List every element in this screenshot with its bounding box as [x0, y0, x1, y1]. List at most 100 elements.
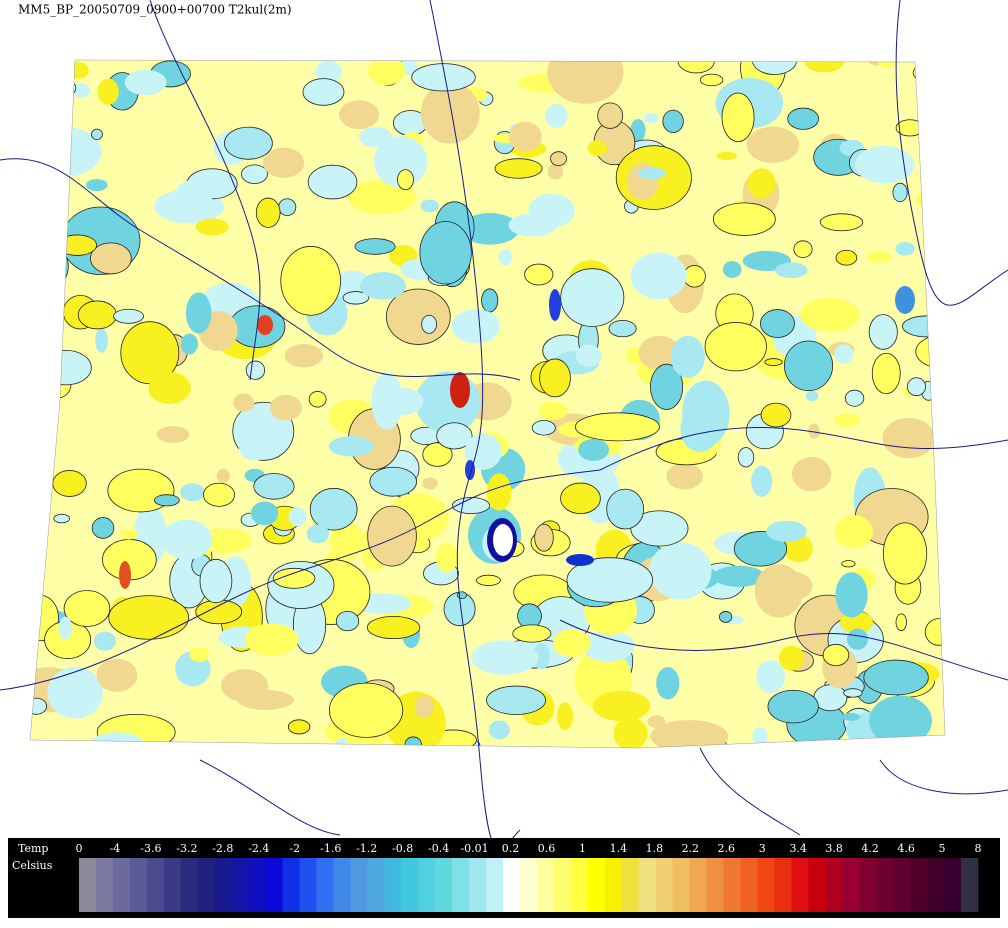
- country-borders: [0, 0, 1008, 850]
- field-blob: [863, 659, 929, 696]
- colorbar-swatch: [401, 858, 419, 912]
- field-blob: [808, 423, 820, 439]
- field-blob: [712, 202, 776, 236]
- field-blob: [508, 121, 542, 152]
- field-blob: [494, 158, 543, 179]
- field-blob: [39, 246, 69, 286]
- colorbar-swatch: [299, 858, 317, 912]
- colorbar-label: -3.2: [176, 842, 197, 855]
- field-blob: [751, 465, 773, 497]
- field-blob: [854, 145, 915, 184]
- field-blob: [613, 717, 648, 748]
- colorbar-swatch: [180, 858, 199, 912]
- colorbar-swatch: [248, 858, 266, 912]
- field-blob: [778, 645, 805, 671]
- field-blob: [113, 308, 144, 324]
- field-blob: [156, 426, 190, 443]
- field-blob: [756, 660, 786, 694]
- colorbar-swatch: [859, 858, 877, 912]
- field-blob: [95, 328, 108, 353]
- field-blob: [638, 335, 681, 370]
- field-blob: [97, 78, 119, 105]
- field-blob: [421, 314, 438, 334]
- field-blob: [411, 63, 476, 92]
- border: [879, 759, 1008, 795]
- field-blob: [819, 213, 864, 232]
- field-blob: [241, 164, 268, 184]
- colorbar-label: -2.4: [248, 842, 269, 855]
- field-blob: [547, 163, 564, 180]
- field-blob: [764, 358, 783, 367]
- field-blob: [250, 501, 279, 526]
- field-blob: [699, 73, 724, 87]
- field-blob: [435, 542, 458, 573]
- field-blob: [369, 466, 417, 497]
- field-blob: [721, 92, 755, 143]
- field-blob: [566, 557, 654, 603]
- field-blob: [347, 179, 416, 215]
- field-blob: [637, 167, 666, 180]
- colorbar-swatch: [774, 858, 792, 912]
- field-blob: [547, 60, 624, 104]
- colorbar-swatch: [944, 858, 962, 912]
- field-blob: [309, 487, 358, 531]
- field-blob: [871, 352, 901, 395]
- field-blob: [180, 333, 199, 355]
- field-blob: [180, 483, 205, 502]
- field-blob: [53, 513, 70, 524]
- field-blob: [280, 246, 341, 316]
- field-blob: [718, 611, 733, 623]
- field-blob: [922, 191, 945, 235]
- field-blob: [841, 560, 856, 568]
- field-blob: [91, 517, 115, 539]
- field-blob: [578, 438, 610, 461]
- field-blob: [524, 263, 554, 286]
- field-blob: [560, 268, 625, 327]
- field-blob: [574, 412, 660, 442]
- border: [429, 0, 521, 850]
- field-blob: [278, 198, 297, 216]
- field-blob: [451, 497, 491, 515]
- field-blob: [58, 149, 70, 159]
- field-extreme: [493, 524, 513, 556]
- colorbar-swatch: [469, 858, 487, 912]
- field-blob: [486, 685, 547, 715]
- field-extreme: [450, 372, 470, 408]
- field-blob: [308, 391, 327, 408]
- field-blob: [550, 151, 567, 167]
- field-blob: [924, 618, 945, 646]
- field-blob: [833, 413, 860, 427]
- colorbar-swatch: [520, 858, 538, 912]
- colorbar-swatch: [129, 858, 148, 912]
- field-blob: [90, 242, 132, 275]
- field-blob: [245, 360, 266, 380]
- temperature-field: [30, 60, 945, 748]
- colorbar-swatch: [961, 858, 979, 912]
- field-blob: [339, 100, 380, 130]
- field-blob: [783, 340, 834, 392]
- field-blob: [272, 567, 316, 589]
- colorbar-swatch: [486, 858, 504, 912]
- field-blob: [835, 572, 868, 618]
- field-blob: [650, 363, 684, 410]
- colorbar-swatch: [333, 858, 351, 912]
- colorbar-swatch: [621, 858, 640, 912]
- field-blob: [404, 736, 422, 748]
- field-blob: [608, 320, 637, 338]
- field-blob: [161, 519, 213, 560]
- colorbar-swatch: [536, 858, 555, 912]
- field-blob: [498, 249, 513, 266]
- colorbar-swatch: [672, 858, 690, 912]
- field-blob: [843, 688, 863, 698]
- field-blob: [752, 727, 768, 746]
- field-blob: [328, 682, 404, 738]
- border: [0, 158, 521, 381]
- field-blob: [532, 642, 550, 670]
- field-blob: [237, 690, 294, 710]
- field-blob: [805, 390, 819, 402]
- colorbar-label: -0.01: [460, 842, 488, 855]
- field-blob: [481, 288, 499, 313]
- field-blob: [800, 297, 860, 332]
- field-blob: [713, 565, 765, 587]
- colorbar-label: -2: [289, 842, 300, 855]
